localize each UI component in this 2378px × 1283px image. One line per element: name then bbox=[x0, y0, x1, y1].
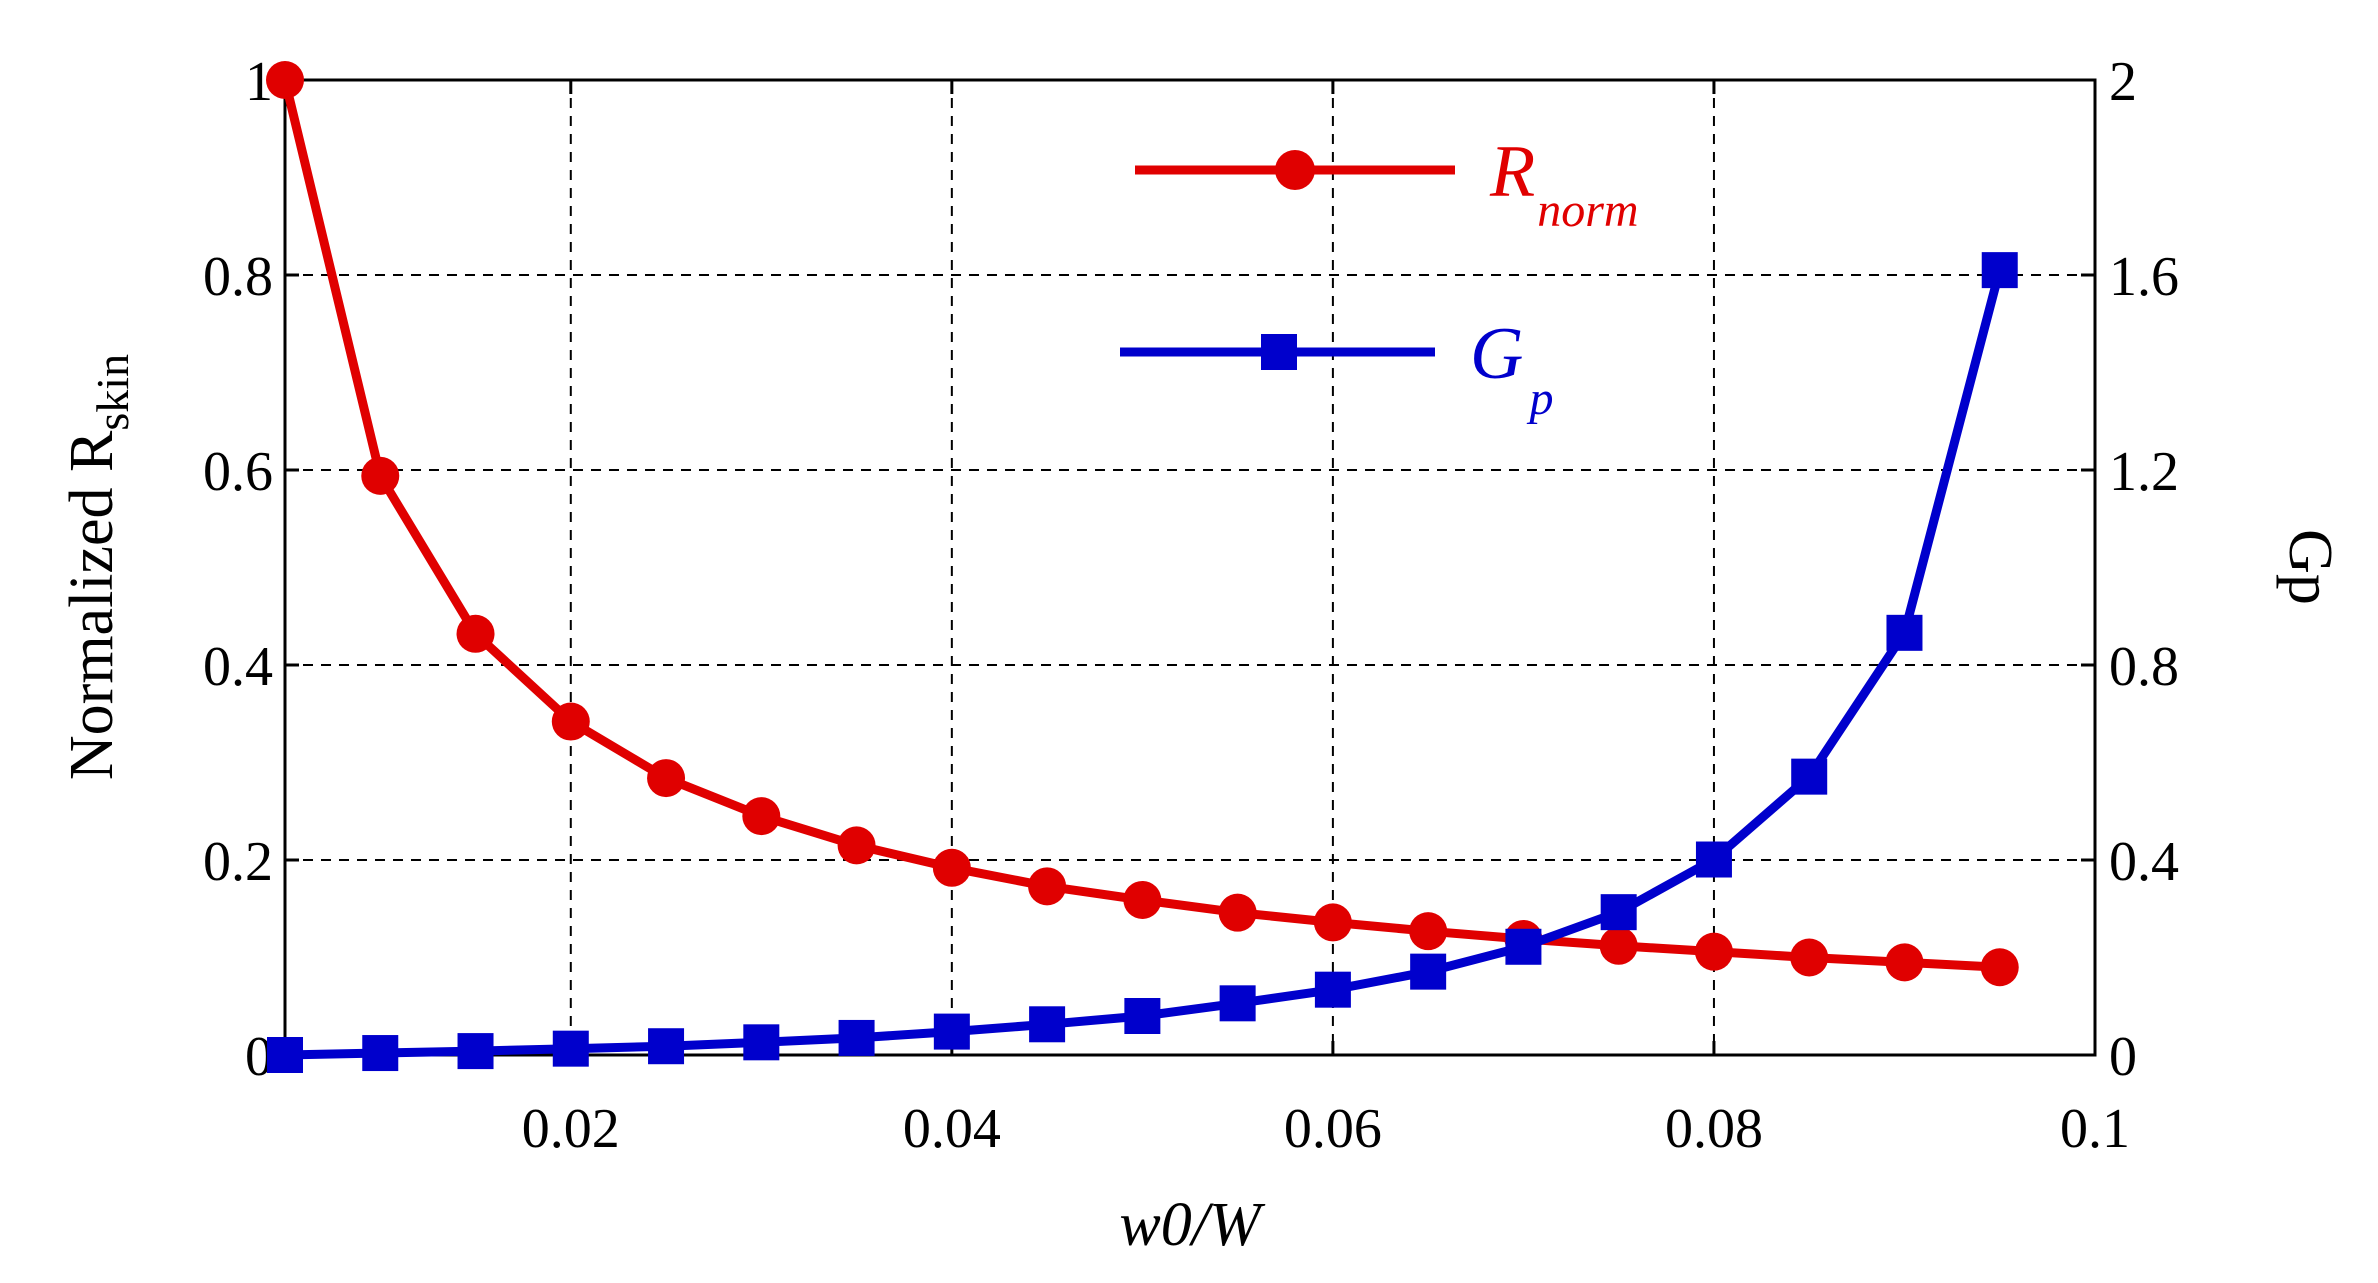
plot-frame bbox=[283, 78, 2097, 1057]
data-point bbox=[1409, 912, 1448, 951]
data-point bbox=[1028, 867, 1067, 906]
data-point bbox=[551, 702, 590, 741]
y-right-tick-labels: 0 0.4 0.8 1.2 1.6 2 bbox=[2109, 51, 2179, 1088]
legend-marker-rnorm bbox=[1275, 150, 1315, 190]
data-point bbox=[1124, 998, 1161, 1034]
data-point bbox=[1885, 943, 1924, 982]
data-point bbox=[267, 1037, 303, 1073]
series-gp bbox=[267, 252, 2018, 1073]
series-layer bbox=[266, 61, 2019, 1073]
tick-marks bbox=[285, 80, 2095, 1055]
data-point bbox=[837, 826, 876, 865]
x-tick-label: 0.06 bbox=[1284, 1098, 1382, 1160]
legend: Rnorm Gp bbox=[1120, 131, 1639, 425]
legend-label-gp-subscript: p bbox=[1526, 372, 1553, 425]
data-point bbox=[1599, 926, 1638, 965]
data-point bbox=[742, 797, 781, 836]
data-point bbox=[456, 614, 495, 653]
data-point bbox=[1600, 894, 1637, 931]
data-point bbox=[933, 1013, 970, 1050]
data-point bbox=[932, 848, 971, 887]
y-left-tick-labels: 00.20.40.60.81 bbox=[203, 51, 273, 1088]
data-point bbox=[1313, 903, 1352, 942]
y-right-tick-label: 0.8 bbox=[2109, 636, 2179, 698]
x-axis-title: w0/W bbox=[1119, 1191, 1266, 1259]
legend-label-rnorm-subscript: norm bbox=[1537, 184, 1638, 237]
legend-label-gp-main: G bbox=[1470, 313, 1523, 395]
data-point bbox=[457, 1033, 494, 1070]
legend-label-rnorm-main: R bbox=[1489, 131, 1535, 213]
series-rnorm bbox=[266, 61, 2019, 987]
data-point bbox=[1886, 614, 1923, 651]
series-line bbox=[284, 268, 2005, 1060]
x-tick-label: 0.04 bbox=[903, 1098, 1001, 1160]
y-right-tick-label: 2 bbox=[2109, 51, 2137, 113]
data-point bbox=[1695, 841, 1732, 878]
y-left-tick-label: 0.8 bbox=[203, 246, 273, 308]
data-point bbox=[1790, 938, 1829, 977]
y-left-tick-label: 0.6 bbox=[203, 441, 273, 503]
data-point bbox=[648, 1028, 685, 1065]
data-point bbox=[1410, 953, 1447, 990]
data-point bbox=[1980, 948, 2019, 987]
data-point bbox=[647, 759, 686, 798]
data-point bbox=[1505, 928, 1542, 965]
y-left-axis-title-subscript: skin bbox=[87, 354, 138, 431]
data-point bbox=[266, 61, 304, 99]
legend-label-gp: Gp bbox=[1470, 313, 1553, 425]
y-left-axis-title-main: Normalized R bbox=[58, 430, 126, 780]
y-right-axis-title: Gp bbox=[2276, 529, 2344, 605]
data-point bbox=[1029, 1006, 1066, 1043]
x-tick-labels: 0.02 0.04 0.06 0.08 0.1 bbox=[522, 1098, 2130, 1160]
data-point bbox=[1123, 880, 1162, 919]
y-left-tick-label: 0.4 bbox=[203, 636, 273, 698]
y-left-tick-label: 0.2 bbox=[203, 831, 273, 893]
data-point bbox=[1219, 985, 1256, 1022]
y-right-tick-label: 1.2 bbox=[2109, 441, 2179, 503]
x-tick-label: 0.1 bbox=[2060, 1098, 2130, 1160]
grid-lines bbox=[285, 80, 2095, 1055]
x-tick-label: 0.08 bbox=[1665, 1098, 1763, 1160]
data-point bbox=[743, 1024, 780, 1061]
data-point bbox=[1791, 758, 1828, 795]
legend-marker-gp bbox=[1261, 334, 1297, 370]
data-point bbox=[1314, 971, 1351, 1008]
legend-entry-rnorm: Rnorm bbox=[1135, 131, 1639, 237]
y-left-axis-title: Normalized Rskin bbox=[58, 354, 138, 780]
y-right-tick-label: 0.4 bbox=[2109, 831, 2179, 893]
y-right-tick-label: 1.6 bbox=[2109, 246, 2179, 308]
data-point bbox=[1218, 893, 1257, 932]
data-point bbox=[1981, 252, 2018, 289]
legend-entry-gp: Gp bbox=[1120, 313, 1553, 425]
data-point bbox=[838, 1019, 875, 1056]
data-point bbox=[1694, 932, 1733, 971]
data-point bbox=[552, 1030, 589, 1067]
x-tick-label: 0.02 bbox=[522, 1098, 620, 1160]
data-point bbox=[361, 456, 400, 495]
y-right-tick-label: 0 bbox=[2109, 1026, 2137, 1088]
legend-label-rnorm: Rnorm bbox=[1489, 131, 1639, 237]
data-point bbox=[362, 1035, 399, 1072]
